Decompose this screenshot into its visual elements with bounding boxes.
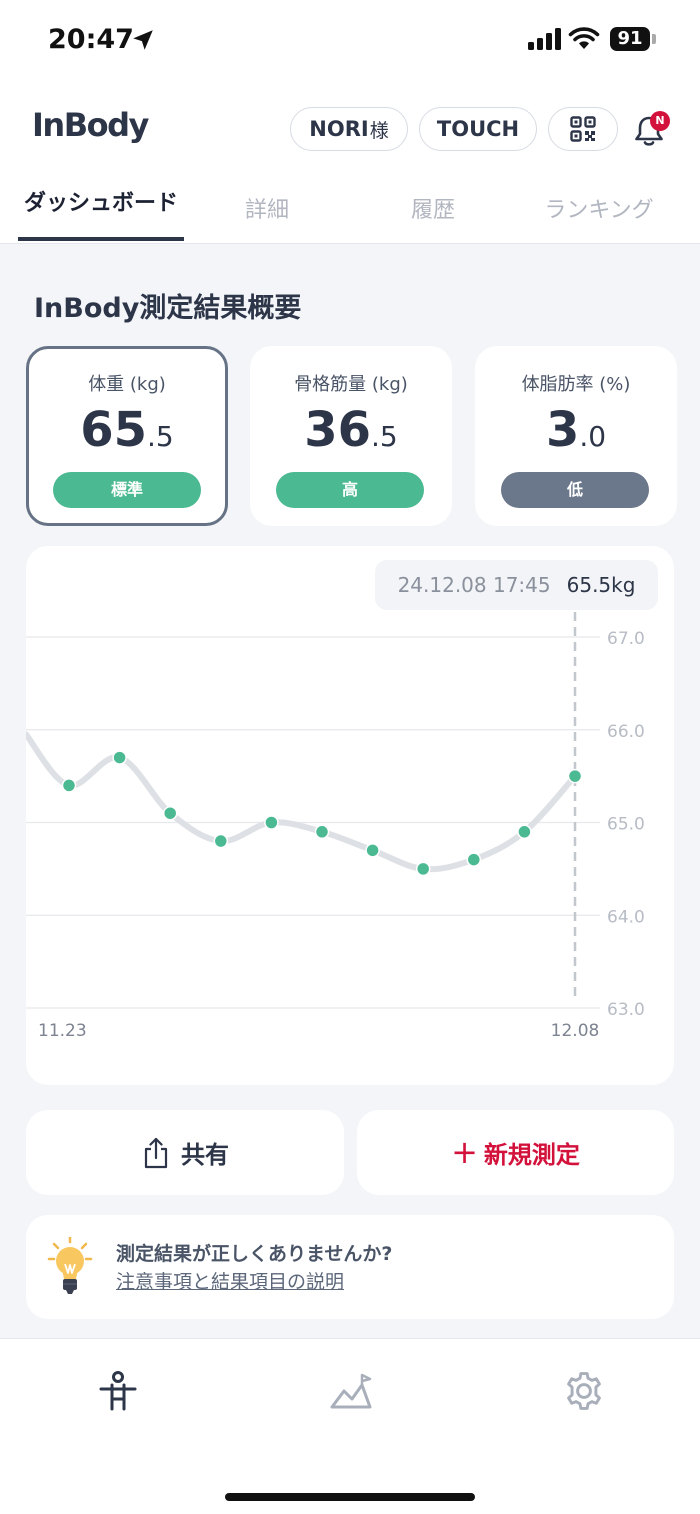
body-fat-value-int: 3 [545,402,580,458]
data-point [213,833,229,849]
lightbulb-icon [47,1237,93,1294]
location-arrow-icon [133,30,153,50]
weight-series-line [26,731,578,873]
tab-history[interactable]: 履歴 [410,198,455,223]
settings-gear-icon[interactable] [562,1369,606,1413]
data-point [517,824,532,840]
battery-tip [652,34,656,44]
home-indicator [225,1493,475,1501]
new-measurement-button[interactable]: + 新規測定 [357,1110,674,1195]
help-link[interactable]: 注意事項と結果項目の説明 [116,1271,345,1293]
weight-line-chart: 67.0 66.0 65.0 64.0 63.0 11.23 12.08 [26,612,645,1041]
skeletal-muscle-card[interactable]: 骨格筋量 (kg) 36.5 高 [250,346,452,526]
data-point [314,824,330,840]
touch-button[interactable]: TOUCH [419,107,537,151]
y-tick-label: 67.0 [607,629,645,649]
measurement-help-card: 測定結果が正しくありませんか? 注意事項と結果項目の説明 [26,1215,674,1319]
help-title: 測定結果が正しくありませんか? [116,1243,393,1265]
body-fat-label: 体脂肪率 (%) [521,374,631,395]
skeletal-muscle-status-badge: 高 [276,472,424,508]
notification-badge: N [650,111,670,131]
wifi-icon [568,27,600,49]
battery-indicator: 91 [610,27,650,51]
data-point [162,805,178,821]
tooltip-value: 65.5kg [566,573,636,597]
data-point [365,843,380,858]
weight-label: 体重 (kg) [88,374,166,395]
weight-card[interactable]: 体重 (kg) 65.5 標準 [26,346,228,526]
new-measurement-label: 新規測定 [483,1141,580,1169]
skeletal-muscle-label: 骨格筋量 (kg) [294,374,408,395]
body-fat-value: 3.0 [475,402,677,458]
chart-tooltip: 24.12.08 17:45 65.5kg [375,560,658,610]
x-start-label: 11.23 [38,1021,87,1041]
summary-title: InBody測定結果概要 [34,293,302,324]
status-time: 20:47 [48,24,134,55]
weight-status-badge: 標準 [53,472,201,508]
data-point [264,815,279,830]
inbody-logo: InBody [32,106,149,144]
y-tick-label: 66.0 [607,722,645,742]
share-label: 共有 [181,1141,229,1169]
qr-code-button[interactable] [548,107,618,151]
data-point [61,778,77,793]
user-name: NORI [309,117,369,141]
skeletal-muscle-value-int: 36 [304,402,372,458]
weight-value: 65.5 [29,402,225,458]
tab-detail[interactable]: 詳細 [244,198,289,223]
weight-value-dec: .5 [147,420,174,453]
share-icon [144,1137,168,1168]
body-composition-tab-icon[interactable] [95,1369,141,1415]
skeletal-muscle-value-dec: .5 [371,420,398,453]
y-tick-label: 63.0 [607,1000,645,1020]
cellular-signal-icon [528,28,561,50]
skeletal-muscle-value: 36.5 [250,402,452,458]
x-end-label: 12.08 [551,1021,600,1041]
bottom-tab-bar [0,1338,700,1514]
tooltip-date: 24.12.08 17:45 [397,573,551,597]
body-fat-card[interactable]: 体脂肪率 (%) 3.0 低 [475,346,677,526]
tab-dashboard[interactable]: ダッシュボード [18,175,184,241]
data-point [112,750,127,765]
tab-ranking[interactable]: ランキング [544,198,654,223]
data-point [466,852,482,867]
qr-code-icon [570,116,596,142]
plus-icon: + [451,1132,478,1171]
user-profile-button[interactable]: NORI 様 [290,107,408,151]
weight-trend-chart[interactable]: 67.0 66.0 65.0 64.0 63.0 11.23 12.08 24.12.08 … [26,546,674,1085]
weight-value-int: 65 [80,402,148,458]
data-point [567,768,583,784]
trend-graph-tab-icon[interactable] [328,1369,374,1415]
app-header: InBody NORI 様 TOUCH N ダッシュボード 詳細 履歴 ランキング [0,80,700,244]
user-honorific: 様 [369,119,389,142]
y-tick-label: 65.0 [607,815,645,835]
share-button[interactable]: 共有 [26,1110,344,1195]
body-fat-status-badge: 低 [501,472,649,508]
status-bar: 20:47 91 [0,0,700,80]
body-fat-value-dec: .0 [579,420,607,453]
data-point [415,861,431,877]
y-tick-label: 64.0 [607,907,645,927]
